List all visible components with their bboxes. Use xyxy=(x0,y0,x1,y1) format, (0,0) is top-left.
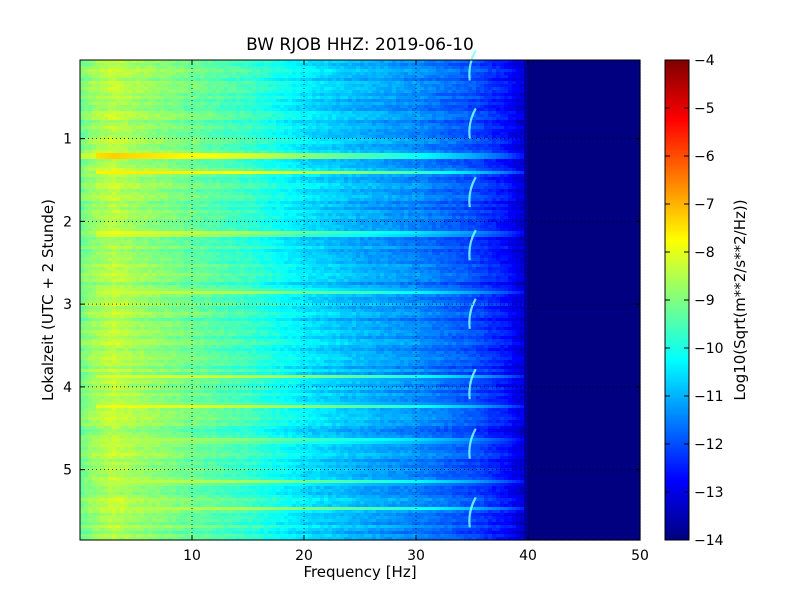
chart-title: BW RJOB HHZ: 2019-06-10 xyxy=(246,35,474,55)
spectrogram-plot xyxy=(80,51,641,541)
